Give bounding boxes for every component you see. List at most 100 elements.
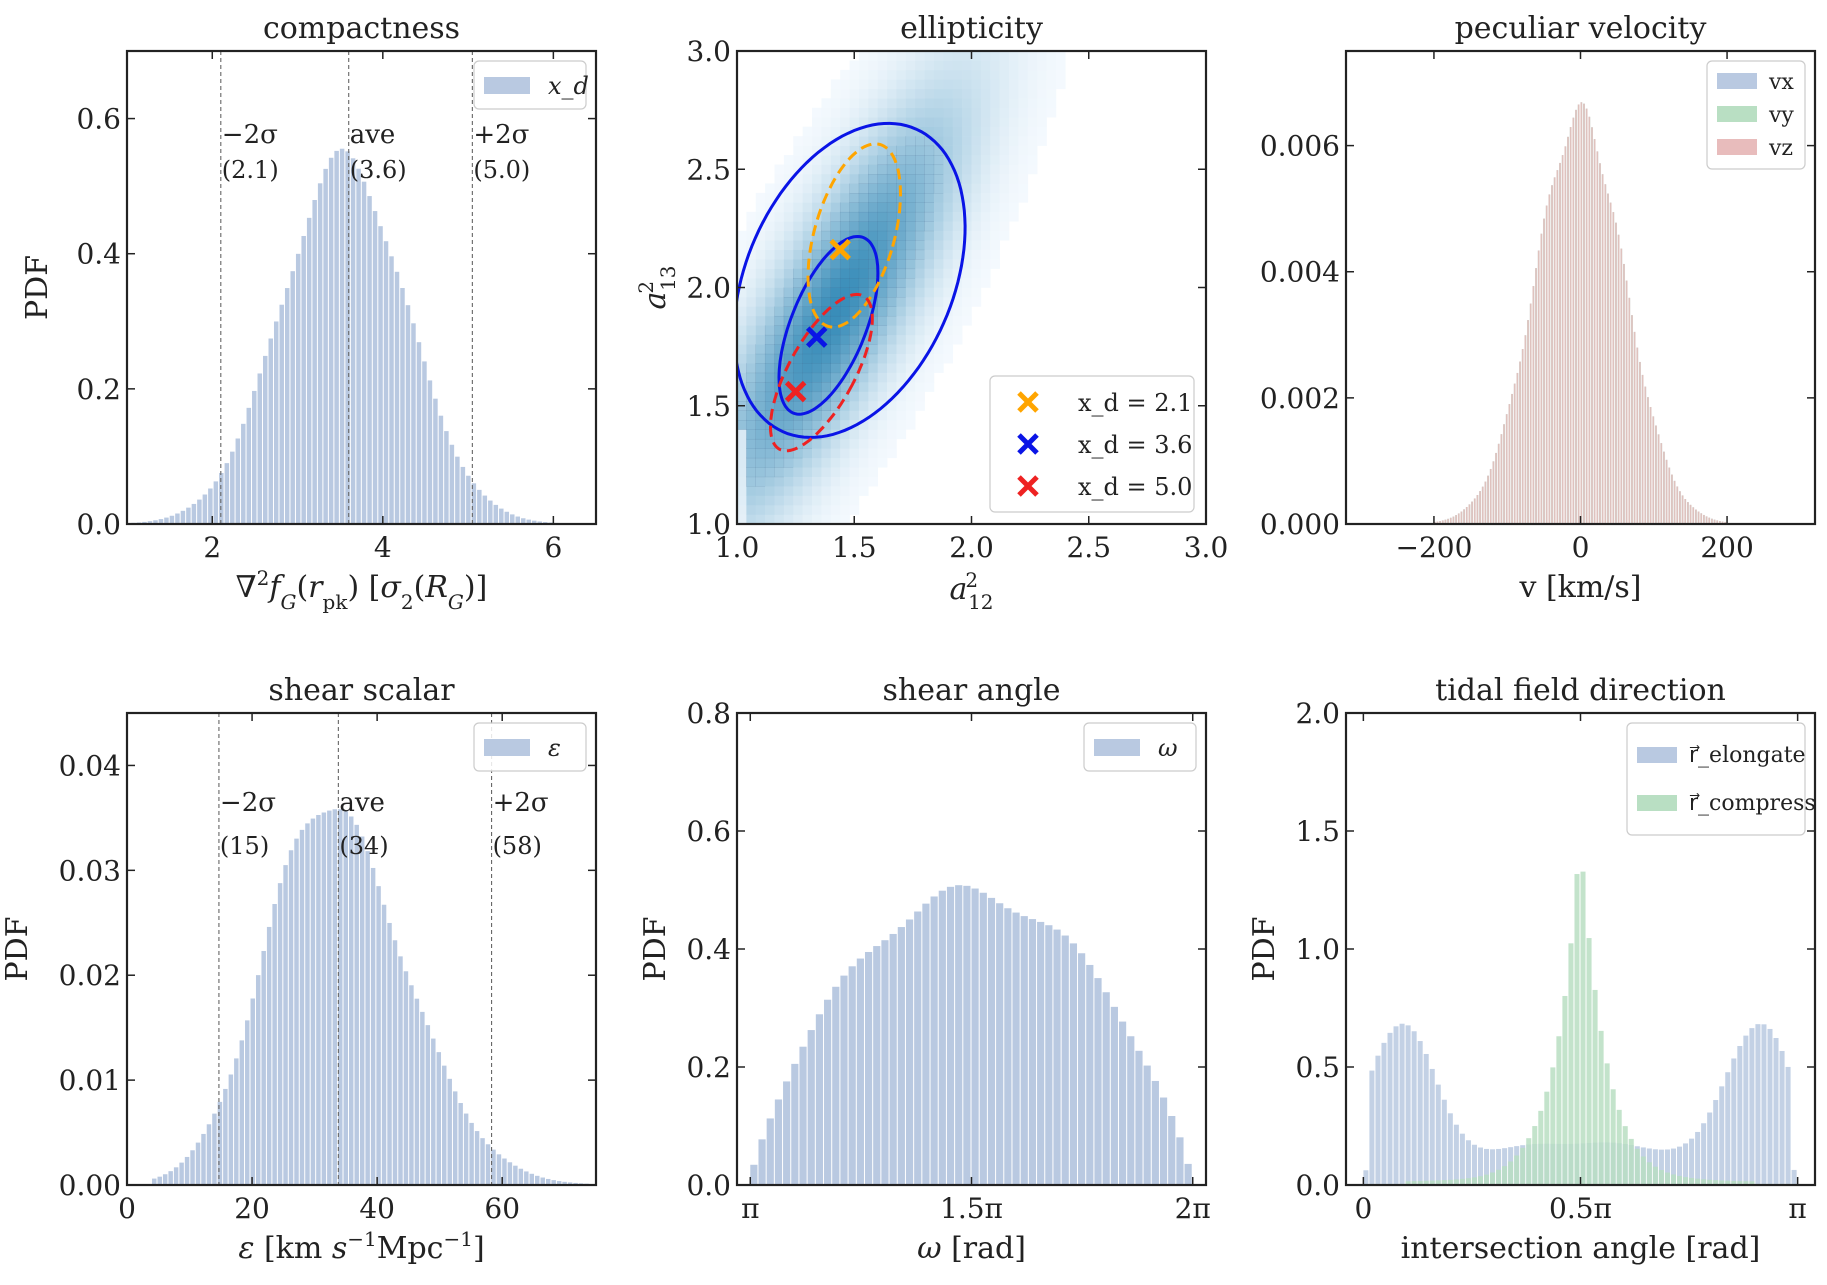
heatmap-cell bbox=[840, 457, 850, 468]
bar bbox=[230, 451, 235, 524]
heatmap-cell bbox=[887, 79, 897, 90]
y-tick-label: 0.002 bbox=[1260, 382, 1340, 415]
heatmap-cell bbox=[812, 202, 822, 213]
heatmap-cell bbox=[877, 363, 888, 373]
heatmap-cell bbox=[1009, 88, 1019, 99]
heatmap-cell bbox=[962, 107, 972, 118]
bar bbox=[1489, 468, 1492, 524]
heatmap-cell bbox=[943, 202, 954, 213]
bar bbox=[206, 1124, 212, 1185]
bar bbox=[1069, 943, 1078, 1185]
bar bbox=[1508, 1161, 1514, 1185]
bar bbox=[1459, 1133, 1465, 1185]
heatmap-cell bbox=[943, 98, 954, 109]
heatmap-cell bbox=[868, 79, 878, 90]
heatmap-cell bbox=[905, 145, 916, 156]
heatmap-cell bbox=[933, 117, 944, 127]
heatmap-cell bbox=[886, 164, 897, 175]
heatmap-cell bbox=[746, 410, 757, 421]
heatmap-cell bbox=[962, 315, 972, 326]
heatmap-cell bbox=[887, 334, 897, 345]
heatmap-cell bbox=[793, 362, 804, 374]
heatmap-cell bbox=[868, 372, 878, 383]
heatmap-cell bbox=[783, 287, 794, 298]
heatmap-cell bbox=[858, 164, 869, 175]
heatmap-cell bbox=[737, 344, 747, 355]
bar bbox=[284, 288, 290, 524]
reference-line-value: (2.1) bbox=[222, 156, 279, 184]
bar bbox=[1537, 250, 1540, 524]
heatmap-cell bbox=[924, 315, 935, 326]
heatmap-cell bbox=[962, 164, 972, 175]
heatmap-cell bbox=[765, 192, 775, 203]
heatmap-cell bbox=[849, 211, 860, 222]
heatmap-cell bbox=[868, 353, 878, 364]
bar bbox=[1711, 518, 1713, 524]
heatmap-cell bbox=[821, 419, 832, 430]
heatmap-cell bbox=[830, 362, 841, 374]
heatmap-cell bbox=[812, 495, 822, 506]
heatmap-cell bbox=[962, 202, 972, 213]
bar bbox=[283, 865, 288, 1185]
bar bbox=[1695, 1131, 1701, 1185]
bar bbox=[1548, 194, 1551, 524]
heatmap-cell bbox=[924, 325, 935, 336]
panel-title: shear angle bbox=[883, 673, 1061, 708]
heatmap-cell bbox=[877, 211, 888, 222]
heatmap-cell bbox=[962, 98, 972, 109]
heatmap-cell bbox=[849, 391, 860, 402]
heatmap-cell bbox=[962, 221, 972, 232]
bar bbox=[1524, 335, 1527, 524]
heatmap-cell bbox=[877, 164, 888, 175]
heatmap-cell bbox=[971, 230, 982, 241]
heatmap-cell bbox=[830, 334, 841, 345]
reference-line-value: (58) bbox=[493, 832, 542, 860]
bar bbox=[1508, 404, 1511, 524]
panel-title: tidal field direction bbox=[1435, 673, 1726, 708]
heatmap-cell bbox=[737, 334, 747, 345]
heatmap-cell bbox=[905, 410, 916, 421]
heatmap-cell bbox=[774, 249, 785, 260]
heatmap-cell bbox=[858, 79, 869, 90]
heatmap-cell bbox=[896, 98, 907, 109]
heatmap-cell bbox=[915, 334, 925, 345]
bar bbox=[1601, 174, 1604, 524]
bar bbox=[1689, 1177, 1695, 1185]
heatmap-cell bbox=[849, 192, 860, 203]
heatmap-cell bbox=[990, 117, 1000, 127]
heatmap-cell bbox=[821, 164, 832, 175]
bar bbox=[332, 809, 338, 1185]
heatmap-cell bbox=[952, 98, 963, 109]
bar bbox=[197, 499, 202, 524]
bar bbox=[551, 1180, 556, 1185]
heatmap-cell bbox=[1009, 98, 1019, 109]
bar bbox=[1664, 1149, 1670, 1185]
heatmap-cell bbox=[905, 344, 916, 355]
heatmap-cell bbox=[868, 476, 878, 487]
bar bbox=[1641, 374, 1644, 524]
heatmap-cell bbox=[746, 221, 757, 232]
heatmap-cell bbox=[990, 249, 1000, 260]
heatmap-cell bbox=[765, 230, 775, 241]
heatmap-cell bbox=[962, 287, 972, 298]
y-tick-label: 0.5 bbox=[1295, 1051, 1340, 1084]
heatmap-cell bbox=[924, 164, 935, 175]
heatmap-cell bbox=[774, 278, 785, 288]
heatmap-cell bbox=[868, 457, 878, 468]
heatmap-cell bbox=[783, 249, 794, 260]
heatmap-cell bbox=[765, 211, 775, 222]
heatmap-cell bbox=[868, 164, 879, 175]
bar bbox=[1471, 1177, 1477, 1185]
heatmap-cell bbox=[793, 192, 803, 203]
heatmap-cell bbox=[830, 211, 841, 222]
heatmap-cell bbox=[980, 98, 991, 109]
heatmap-cell bbox=[849, 277, 860, 289]
heatmap-cell bbox=[877, 438, 888, 449]
heatmap-cell bbox=[943, 221, 954, 232]
bar bbox=[316, 814, 321, 1185]
bar bbox=[832, 986, 840, 1185]
heatmap-cell bbox=[811, 287, 822, 298]
heatmap-cell bbox=[980, 240, 991, 250]
heatmap-cell bbox=[877, 457, 888, 468]
heatmap-cell bbox=[765, 268, 775, 279]
